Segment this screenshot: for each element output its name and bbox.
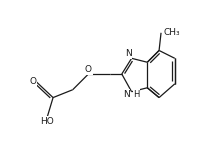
Text: H: H (134, 90, 140, 99)
Text: O: O (29, 77, 36, 86)
Text: CH₃: CH₃ (163, 28, 180, 37)
Text: O: O (85, 65, 92, 74)
Text: HO: HO (40, 117, 54, 126)
Text: N: N (125, 49, 132, 58)
Text: N: N (123, 90, 130, 99)
